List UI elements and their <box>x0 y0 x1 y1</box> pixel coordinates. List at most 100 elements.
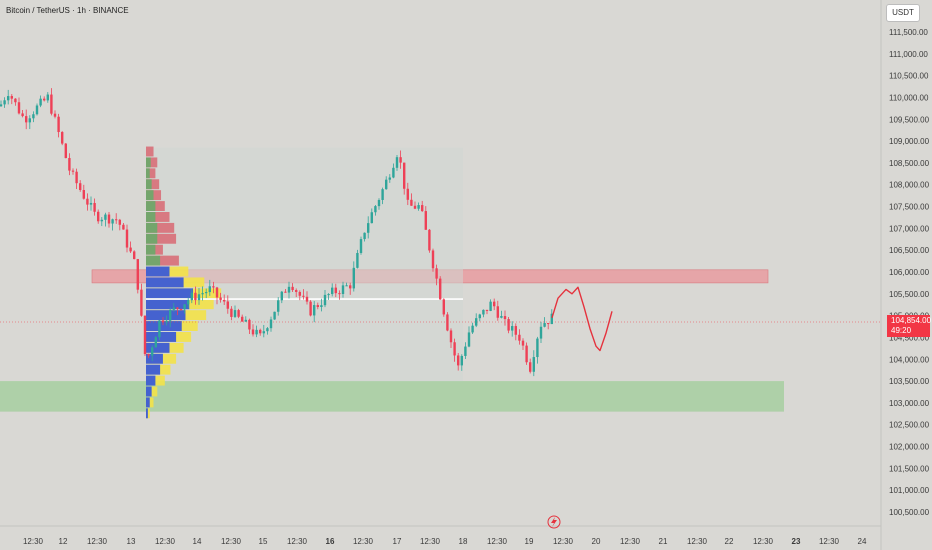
zone-range <box>146 147 463 382</box>
candle-body <box>226 301 229 309</box>
y-tick-label: 106,500.00 <box>889 246 930 255</box>
candle-body <box>86 198 89 205</box>
y-tick-label: 111,500.00 <box>889 28 928 37</box>
volume-profile-up-bar <box>146 342 170 353</box>
x-tick-label: 23 <box>792 537 801 546</box>
candle-body <box>377 199 381 207</box>
x-tick-label: 22 <box>725 537 734 546</box>
candle-body <box>521 340 525 346</box>
y-tick-label: 102,500.00 <box>889 421 930 430</box>
candle-body <box>543 323 546 327</box>
candle-body <box>39 98 42 106</box>
candle-body <box>82 189 85 199</box>
y-tick-label: 101,500.00 <box>889 464 930 473</box>
candle-body <box>525 345 528 363</box>
x-tick-label: 14 <box>193 537 202 546</box>
projection-path <box>551 286 613 352</box>
y-tick-label: 110,500.00 <box>889 72 929 81</box>
candle-body <box>154 337 157 348</box>
candle-body <box>309 301 312 316</box>
candle-body <box>97 211 100 222</box>
symbol-title: Bitcoin / TetherUS · 1h · BINANCE <box>6 6 129 15</box>
candle-body <box>413 205 417 209</box>
candle-body <box>532 357 535 372</box>
candle-body <box>431 250 435 269</box>
candle-body <box>269 319 273 329</box>
candle-body <box>320 305 323 308</box>
x-tick-label: 16 <box>326 537 335 546</box>
candle-body <box>511 326 514 331</box>
candle-body <box>536 338 539 358</box>
candle-body <box>302 295 305 297</box>
candle-body <box>43 98 46 101</box>
candle-body <box>10 96 13 99</box>
candle-body <box>518 334 521 341</box>
candle-body <box>345 285 348 287</box>
candle-body <box>453 342 456 356</box>
y-tick-label: 111,000.00 <box>889 50 928 59</box>
candle-body <box>305 296 309 302</box>
candle-body <box>122 224 125 230</box>
candle-body <box>277 300 280 312</box>
candle-body <box>100 219 103 222</box>
candle-body <box>68 158 71 171</box>
candle-body <box>172 307 175 310</box>
candle-body <box>295 290 298 292</box>
candle-body <box>291 286 294 291</box>
y-tick-label: 108,500.00 <box>889 159 930 168</box>
y-tick-label: 100,500.00 <box>889 508 930 517</box>
currency-button[interactable]: USDT <box>886 4 920 22</box>
candle-body <box>161 320 165 323</box>
candle-body <box>187 300 190 305</box>
candle-body <box>298 291 301 296</box>
x-tick-label: 12:30 <box>553 537 574 546</box>
candle-body <box>464 346 467 356</box>
volume-profile-up-bar <box>146 386 152 397</box>
volume-profile-up-bar <box>146 364 161 375</box>
candle-body <box>208 286 211 293</box>
candle-body <box>64 143 67 159</box>
candle-body <box>316 305 319 308</box>
volume-profile-down-bar <box>146 168 156 179</box>
volume-profile-up-bar <box>146 375 156 386</box>
candle-body <box>334 287 337 294</box>
x-tick-label: 12:30 <box>353 537 374 546</box>
candle-body <box>223 299 226 302</box>
candle-body <box>550 313 553 325</box>
candle-body <box>392 167 395 178</box>
candle-body <box>93 202 96 212</box>
volume-profile-up-bar <box>146 168 150 179</box>
candle-body <box>21 113 24 117</box>
candle-body <box>489 301 492 311</box>
candle-body <box>140 289 143 316</box>
candle-body <box>25 116 28 123</box>
candle-body <box>190 292 193 301</box>
x-tick-label: 12:30 <box>287 537 308 546</box>
candle-body <box>136 259 139 290</box>
candle-body <box>327 294 330 296</box>
candle-body <box>251 329 255 335</box>
candle-body <box>478 314 481 319</box>
candle-body <box>410 199 413 206</box>
candle-body <box>503 316 507 320</box>
x-tick-label: 17 <box>393 537 402 546</box>
candle-body <box>446 314 449 331</box>
candle-body <box>50 94 53 114</box>
volume-profile-up-bar <box>146 408 148 419</box>
candle-body <box>165 320 168 323</box>
candle-body <box>61 132 64 144</box>
volume-profile-up-bar <box>146 222 158 233</box>
candle-body <box>439 278 442 300</box>
candle-body <box>244 319 247 322</box>
candle-body <box>385 179 388 190</box>
candle-body <box>179 308 183 310</box>
x-tick-label: 19 <box>525 537 534 546</box>
candle-body <box>356 252 359 268</box>
candle-body <box>313 305 316 316</box>
zone-support <box>0 381 784 412</box>
candle-body <box>46 94 49 101</box>
candle-body <box>485 309 489 311</box>
volume-profile-up-bar <box>146 157 151 168</box>
